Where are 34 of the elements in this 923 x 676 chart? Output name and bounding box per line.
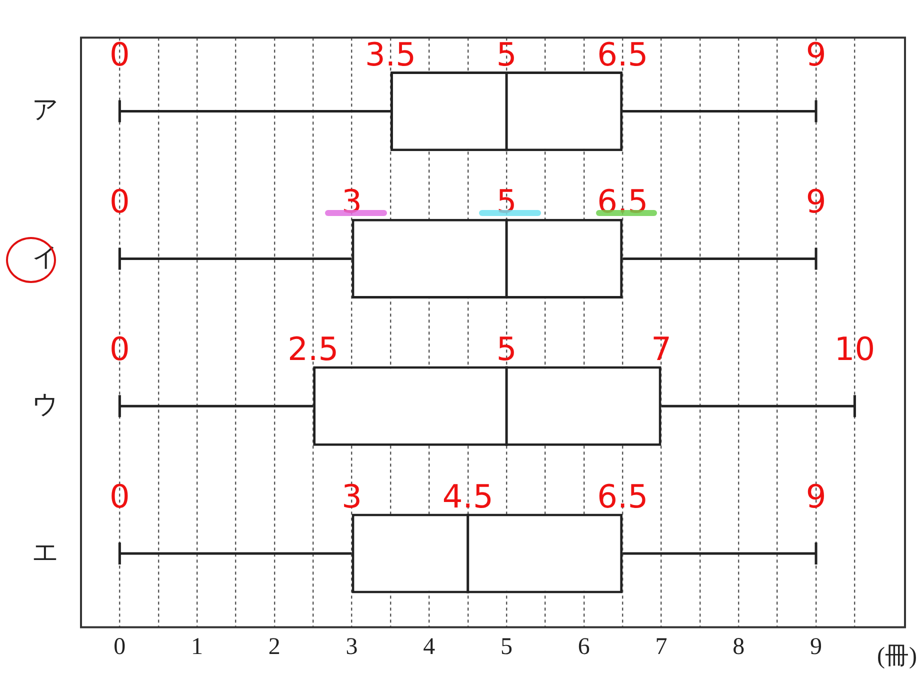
x-tick-label: 0 [114, 634, 126, 660]
annotation: 0 [110, 478, 130, 516]
annotation: 6.5 [597, 478, 648, 516]
x-axis-title: (冊) [877, 643, 917, 670]
annotation: 10 [834, 330, 876, 368]
annotation: 2.5 [288, 330, 339, 368]
x-tick-label: 5 [500, 634, 513, 660]
y-tick-label: エ [32, 537, 59, 568]
annotation: 9 [806, 182, 826, 221]
annotation: 5 [496, 182, 517, 221]
y-tick-label: ア [32, 95, 59, 126]
annotation: 5 [496, 330, 517, 368]
annotation: 6.5 [597, 35, 648, 74]
x-tick-label: 6 [578, 634, 590, 660]
annotation: 4.5 [442, 478, 494, 516]
x-tick-label: 4 [423, 634, 436, 660]
annotation: 0 [110, 182, 130, 221]
annotation: 7 [651, 330, 672, 368]
annotation: 3 [342, 478, 362, 516]
x-tick-label: 9 [810, 634, 822, 660]
x-tick-label: 8 [732, 634, 745, 660]
y-tick-label: ウ [32, 390, 59, 420]
annotation: 3.5 [365, 35, 416, 74]
x-tick-label: 2 [268, 634, 280, 660]
annotation: 3 [342, 182, 362, 221]
annotation: 5 [496, 35, 517, 74]
annotation: 9 [806, 35, 826, 74]
annotation: 0 [110, 330, 130, 368]
x-tick-label: 7 [655, 634, 668, 660]
x-tick-label: 1 [191, 634, 204, 660]
y-tick-label: イ [32, 242, 59, 272]
annotation: 0 [110, 35, 130, 74]
x-tick-label: 3 [346, 634, 358, 660]
annotation: 9 [806, 478, 826, 516]
